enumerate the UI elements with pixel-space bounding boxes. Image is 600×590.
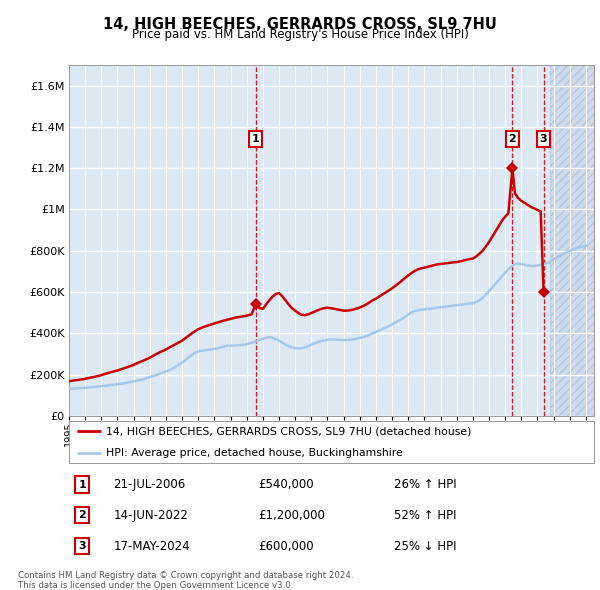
Text: 3: 3: [79, 541, 86, 551]
Text: 25% ↓ HPI: 25% ↓ HPI: [395, 540, 457, 553]
Text: £1,200,000: £1,200,000: [258, 509, 325, 522]
Text: 14, HIGH BEECHES, GERRARDS CROSS, SL9 7HU: 14, HIGH BEECHES, GERRARDS CROSS, SL9 7H…: [103, 17, 497, 31]
Text: 1: 1: [78, 480, 86, 490]
Bar: [550, 65, 594, 416]
Text: 26% ↑ HPI: 26% ↑ HPI: [395, 478, 457, 491]
Text: 2: 2: [78, 510, 86, 520]
Text: 3: 3: [540, 135, 547, 144]
Text: Price paid vs. HM Land Registry's House Price Index (HPI): Price paid vs. HM Land Registry's House …: [131, 28, 469, 41]
Text: £600,000: £600,000: [258, 540, 314, 553]
Text: £540,000: £540,000: [258, 478, 314, 491]
Text: 21-JUL-2006: 21-JUL-2006: [113, 478, 186, 491]
Text: This data is licensed under the Open Government Licence v3.0.: This data is licensed under the Open Gov…: [18, 581, 293, 589]
Text: Contains HM Land Registry data © Crown copyright and database right 2024.: Contains HM Land Registry data © Crown c…: [18, 571, 353, 580]
Bar: [550, 65, 594, 416]
Text: 1: 1: [252, 135, 259, 144]
Text: 52% ↑ HPI: 52% ↑ HPI: [395, 509, 457, 522]
Text: 14, HIGH BEECHES, GERRARDS CROSS, SL9 7HU (detached house): 14, HIGH BEECHES, GERRARDS CROSS, SL9 7H…: [106, 427, 471, 436]
Text: 14-JUN-2022: 14-JUN-2022: [113, 509, 188, 522]
Text: HPI: Average price, detached house, Buckinghamshire: HPI: Average price, detached house, Buck…: [106, 448, 403, 457]
Text: 17-MAY-2024: 17-MAY-2024: [113, 540, 190, 553]
Text: 2: 2: [509, 135, 516, 144]
